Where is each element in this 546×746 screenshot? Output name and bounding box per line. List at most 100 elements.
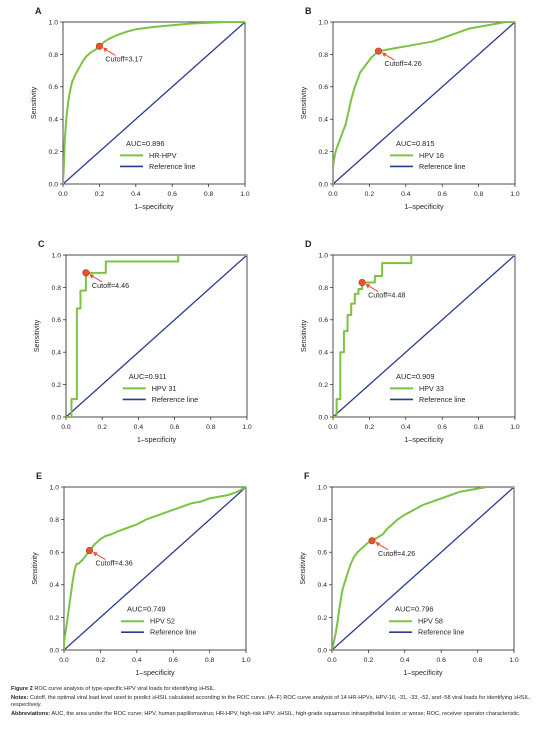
- y-tick-label: 1.0: [49, 19, 59, 26]
- y-tick-label: 0.8: [319, 285, 329, 292]
- panel-label: F: [304, 471, 310, 481]
- caption-notes-label: Notes:: [11, 694, 29, 701]
- x-tick-label: 0.6: [437, 191, 447, 198]
- x-tick-label: 0.0: [328, 424, 338, 431]
- cutoff-arrowhead: [375, 541, 381, 547]
- x-tick-label: 0.4: [401, 424, 411, 431]
- caption-abbreviations: Abbreviations: AUC, the area under the R…: [11, 711, 539, 719]
- x-axis-label: 1–specificity: [404, 202, 444, 211]
- auc-label: AUC=0.796: [395, 605, 433, 614]
- x-axis-label: 1–specificity: [403, 668, 443, 677]
- y-axis-label: Sensitivity: [299, 319, 308, 352]
- y-tick-label: 0.2: [319, 149, 329, 156]
- x-tick-label: 0.0: [59, 657, 69, 664]
- x-tick-label: 0.8: [204, 191, 214, 198]
- cutoff-point: [358, 278, 366, 287]
- reference-line: [332, 487, 514, 650]
- plot-frame: [65, 254, 248, 418]
- y-axis-label: Sensitivity: [298, 552, 307, 585]
- panel-label: B: [305, 6, 312, 16]
- auc-label: AUC=0.896: [126, 139, 164, 148]
- x-tick-label: 0.8: [206, 424, 216, 431]
- panel-e: E 0.0 0.0 0.2 0.2 0.4 0.4 0.6 0.6 0.8 0.8 1.0 1.0 1–s…: [30, 471, 251, 677]
- y-axis-label: Sensitivity: [30, 552, 39, 585]
- reference-line: [333, 22, 515, 184]
- roc-curve: [333, 22, 515, 184]
- x-tick-label: 1.0: [510, 424, 520, 431]
- x-axis-label: 1–specificity: [135, 668, 175, 677]
- y-tick-label: 1.0: [319, 252, 329, 259]
- roc-curve: [64, 487, 246, 650]
- y-tick-label: 0.2: [49, 149, 59, 156]
- caption-abbreviations-label: Abbreviations:: [11, 710, 51, 717]
- y-axis-label: Sensitivity: [29, 86, 38, 119]
- y-tick-label: 0.0: [319, 414, 329, 421]
- legend-label-reference: Reference line: [152, 395, 198, 404]
- y-tick-label: 0.8: [319, 52, 329, 59]
- x-tick-label: 0.6: [436, 657, 446, 664]
- x-tick-label: 0.6: [167, 191, 177, 198]
- cutoff-label: Cutoff=3.17: [105, 54, 142, 63]
- y-tick-label: 0.6: [319, 317, 329, 324]
- y-axis-label: Sensitivity: [299, 86, 308, 119]
- y-tick-label: 0.2: [318, 615, 328, 622]
- figure-caption: Figure 2 ROC curve analysis of type-spec…: [11, 686, 539, 719]
- caption-figure: Figure 2 ROC curve analysis of type-spec…: [11, 686, 539, 694]
- legend-label-roc: HR-HPV: [149, 151, 177, 160]
- x-tick-label: 0.0: [328, 191, 338, 198]
- x-tick-label: 0.8: [473, 657, 483, 664]
- roc-curve: [63, 22, 245, 184]
- cutoff-label: Cutoff=4.26: [385, 59, 422, 68]
- y-tick-label: 0.4: [319, 350, 329, 357]
- cutoff-arrowhead: [89, 274, 95, 279]
- x-tick-label: 0.2: [97, 424, 107, 431]
- y-tick-label: 0.2: [52, 382, 62, 389]
- y-tick-label: 0.8: [49, 52, 59, 59]
- auc-label: AUC=0.749: [127, 605, 165, 614]
- y-tick-label: 0.6: [52, 317, 62, 324]
- x-tick-label: 0.0: [58, 191, 68, 198]
- caption-figure-text: ROC curve analysis of type-specific HPV …: [34, 686, 216, 692]
- panel-label: A: [35, 6, 42, 16]
- x-tick-label: 0.6: [437, 424, 447, 431]
- x-tick-label: 1.0: [510, 191, 520, 198]
- legend-label-reference: Reference line: [419, 395, 465, 404]
- x-tick-label: 0.2: [96, 657, 106, 664]
- auc-label: AUC=0.909: [396, 372, 434, 381]
- panel-label: D: [305, 239, 312, 249]
- plot-frame: [63, 486, 247, 651]
- x-tick-label: 0.0: [327, 657, 337, 664]
- x-tick-label: 1.0: [242, 424, 252, 431]
- auc-label: AUC=0.815: [396, 139, 434, 148]
- cutoff-label: Cutoff=4.36: [95, 559, 132, 568]
- x-tick-label: 0.4: [400, 657, 410, 664]
- caption-figure-label: Figure 2: [11, 686, 33, 692]
- y-axis-label: Sensitivity: [32, 319, 41, 352]
- y-tick-label: 0.0: [319, 181, 329, 188]
- reference-line: [63, 22, 245, 184]
- cutoff-label: Cutoff=4.48: [368, 291, 405, 300]
- auc-label: AUC=0.911: [129, 372, 167, 381]
- caption-notes: Notes: Cutoff, the optimal viral load le…: [11, 695, 539, 710]
- y-tick-label: 0.0: [52, 414, 62, 421]
- x-tick-label: 0.4: [134, 424, 144, 431]
- y-tick-label: 0.0: [318, 647, 328, 654]
- cutoff-arrowhead: [92, 551, 98, 557]
- legend-label-reference: Reference line: [418, 628, 464, 637]
- panel-label: E: [36, 471, 42, 481]
- x-tick-label: 1.0: [241, 657, 251, 664]
- legend-label-roc: HPV 58: [418, 617, 443, 626]
- reference-line: [64, 487, 246, 650]
- roc-curve: [332, 487, 514, 650]
- y-tick-label: 0.2: [319, 382, 329, 389]
- x-tick-label: 0.6: [170, 424, 180, 431]
- plot-frame: [332, 21, 516, 185]
- panel-b: B 0.0 0.0 0.2 0.2 0.4 0.4 0.6 0.6 0.8 0.8 1.0 1.0 1–s…: [299, 6, 520, 211]
- y-tick-label: 0.8: [52, 285, 62, 292]
- roc-figure: A 0.0 0.0 0.2 0.2 0.4 0.4 0.6 0.6 0.8 0.8 1.0 1.0 1–s…: [29, 6, 520, 677]
- y-tick-label: 1.0: [318, 484, 328, 491]
- legend-label-roc: HPV 33: [419, 384, 444, 393]
- y-tick-label: 0.6: [50, 550, 60, 557]
- y-tick-label: 1.0: [50, 484, 60, 491]
- x-tick-label: 0.8: [474, 191, 484, 198]
